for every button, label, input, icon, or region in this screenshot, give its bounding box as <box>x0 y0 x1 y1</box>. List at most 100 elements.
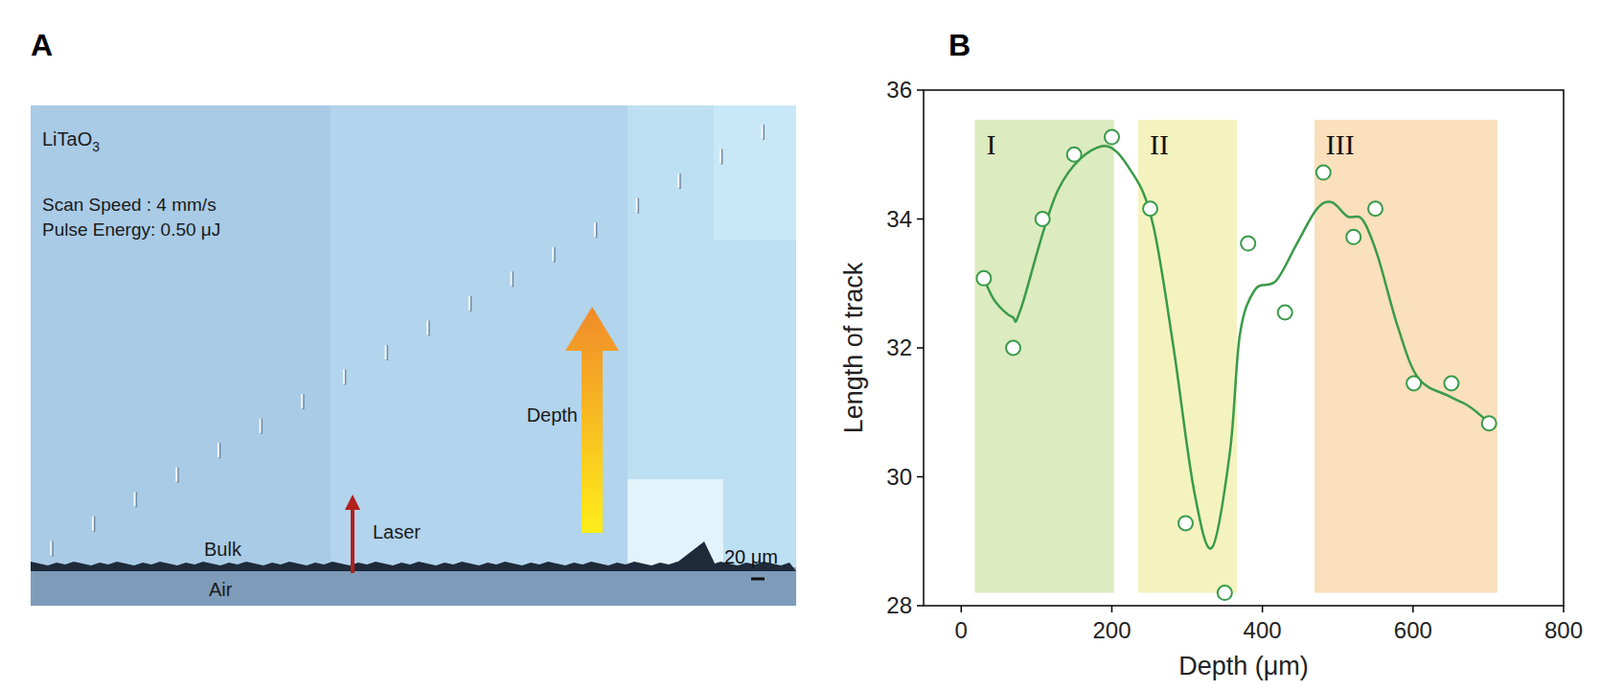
data-point <box>1142 201 1158 216</box>
data-point <box>1346 229 1361 245</box>
data-point <box>1368 201 1383 216</box>
track <box>342 369 345 385</box>
track-shadow <box>343 369 346 386</box>
x-axis-title: Depth (μm) <box>1178 651 1309 681</box>
laser-arrow-head <box>344 494 361 510</box>
track-shadow <box>92 516 95 532</box>
track <box>677 173 680 188</box>
scale-bar-label: 20 μm <box>724 546 778 568</box>
plot-area <box>974 119 1497 600</box>
data-point <box>1178 515 1193 530</box>
track <box>385 344 388 360</box>
track-shadow <box>594 222 597 238</box>
x-tick <box>960 605 963 613</box>
data-point <box>1443 375 1459 390</box>
fit-curve <box>983 145 1490 549</box>
track <box>49 540 52 555</box>
x-tick-label: 400 <box>1243 617 1282 643</box>
y-tick <box>916 218 924 221</box>
x-tick-label: 800 <box>1544 617 1583 643</box>
data-point <box>1104 130 1120 145</box>
image-tile <box>627 479 724 568</box>
y-tick-label: 30 <box>886 463 913 490</box>
track <box>468 296 471 311</box>
track-shadow <box>51 540 54 556</box>
data-point <box>1278 305 1293 320</box>
region-label: III <box>1325 128 1355 160</box>
panel-letter: A <box>30 27 53 63</box>
track <box>217 442 220 458</box>
x-tick <box>1562 605 1565 613</box>
y-tick-label: 34 <box>886 205 913 232</box>
air-region <box>30 567 797 606</box>
x-tick-label: 200 <box>1092 617 1131 643</box>
track <box>300 393 303 409</box>
track-shadow <box>637 198 640 214</box>
x-tick-label: 0 <box>955 617 968 643</box>
track <box>551 247 554 262</box>
track-shadow <box>469 296 472 312</box>
region <box>974 119 1114 594</box>
data-point <box>976 271 991 286</box>
track-shadow <box>135 491 138 507</box>
scan-speed: Scan Speed : 4 mm/s <box>42 194 217 215</box>
track-shadow <box>428 320 431 336</box>
data-point <box>1406 375 1421 390</box>
depth-label: Depth <box>526 404 578 426</box>
bulk-label: Bulk <box>204 538 243 560</box>
track <box>259 418 262 434</box>
track <box>510 271 513 286</box>
x-tick <box>1412 605 1415 613</box>
surface-chip <box>670 541 717 568</box>
plot-frame <box>923 90 1564 606</box>
panel-letter: B <box>948 27 971 63</box>
track <box>426 320 429 335</box>
region <box>1138 119 1237 594</box>
region <box>1314 119 1498 594</box>
y-tick-label: 32 <box>886 334 913 361</box>
track <box>761 124 764 139</box>
y-tick-label: 36 <box>886 76 913 103</box>
track <box>91 516 94 531</box>
track <box>636 198 639 213</box>
data-point <box>1217 585 1233 600</box>
figure: A LiTaO3 Scan Speed : 4 mm/s Pulse Energy: … <box>0 0 1600 691</box>
track-shadow <box>386 344 389 361</box>
laser-arrow <box>350 507 355 573</box>
scale-bar <box>751 577 765 581</box>
data-point <box>1240 236 1256 252</box>
track-shadow <box>302 393 305 410</box>
y-tick-label: 28 <box>886 592 913 618</box>
track-shadow <box>511 271 514 287</box>
y-tick <box>916 346 924 349</box>
track <box>594 222 596 237</box>
track-shadow <box>762 124 765 140</box>
data-point <box>1067 147 1082 162</box>
region-label: II <box>1149 128 1169 160</box>
track-shadow <box>260 418 263 435</box>
track-shadow <box>553 247 556 263</box>
x-tick <box>1111 605 1114 613</box>
data-point <box>1316 165 1331 181</box>
material-base: LiTaO <box>42 128 92 150</box>
x-tick-label: 600 <box>1394 617 1433 643</box>
track-shadow <box>177 467 180 483</box>
x-tick <box>1261 605 1264 613</box>
y-axis-title: Length of track <box>839 261 869 434</box>
image-tile <box>627 105 797 568</box>
image-tile <box>30 105 331 568</box>
y-tick <box>916 476 924 479</box>
track <box>175 467 178 482</box>
track-shadow <box>720 148 723 164</box>
data-point <box>1482 415 1497 431</box>
pulse-energy: Pulse Energy: 0.50 μJ <box>42 219 221 240</box>
y-tick <box>916 604 924 607</box>
track <box>719 148 722 163</box>
image-tile <box>713 105 797 240</box>
material-label: LiTaO3 <box>42 128 100 155</box>
data-point <box>1035 211 1051 227</box>
track-shadow <box>679 173 682 189</box>
y-tick <box>916 89 924 92</box>
data-point <box>1005 341 1021 356</box>
image-tile <box>330 105 628 568</box>
